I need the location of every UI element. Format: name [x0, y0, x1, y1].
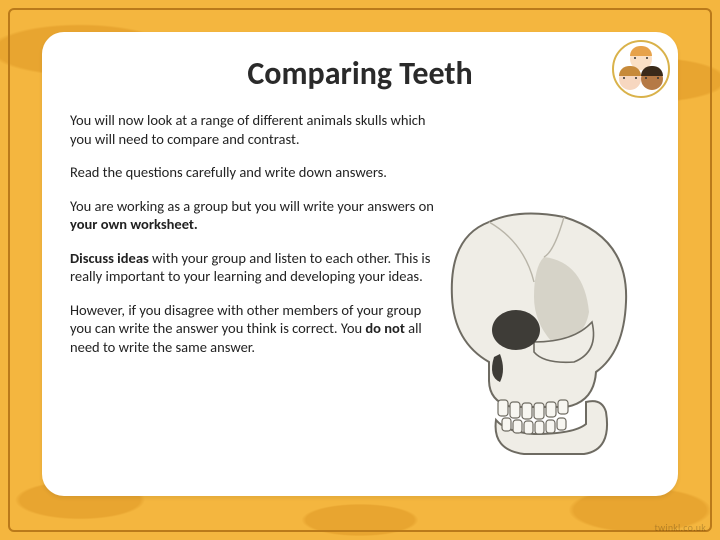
paragraph-3: You are working as a group but you will …	[70, 197, 440, 234]
slide-title: Comparing Teeth	[70, 54, 650, 93]
paragraph-3-bold: your own worksheet.	[70, 215, 198, 233]
paragraph-2: Read the questions carefully and write d…	[70, 163, 440, 182]
child-face-icon	[641, 68, 663, 90]
child-face-icon	[619, 68, 641, 90]
content-card: Comparing Teeth You will now look at a r…	[42, 32, 678, 496]
paragraph-3-a: You are working as a group but you will …	[70, 197, 434, 215]
paragraph-5: However, if you disagree with other memb…	[70, 301, 440, 357]
body-text-column: You will now look at a range of differen…	[70, 111, 440, 356]
paragraph-4: Discuss ideas with your group and listen…	[70, 249, 440, 286]
watermark-text: twinkl.co.uk	[654, 521, 706, 534]
group-activity-badge	[612, 40, 670, 98]
paragraph-4-bold: Discuss ideas	[70, 249, 149, 267]
skull-illustration	[434, 202, 634, 462]
skull-icon	[434, 202, 634, 462]
paragraph-5-bold: do not	[365, 319, 404, 337]
paragraph-1: You will now look at a range of differen…	[70, 111, 440, 148]
